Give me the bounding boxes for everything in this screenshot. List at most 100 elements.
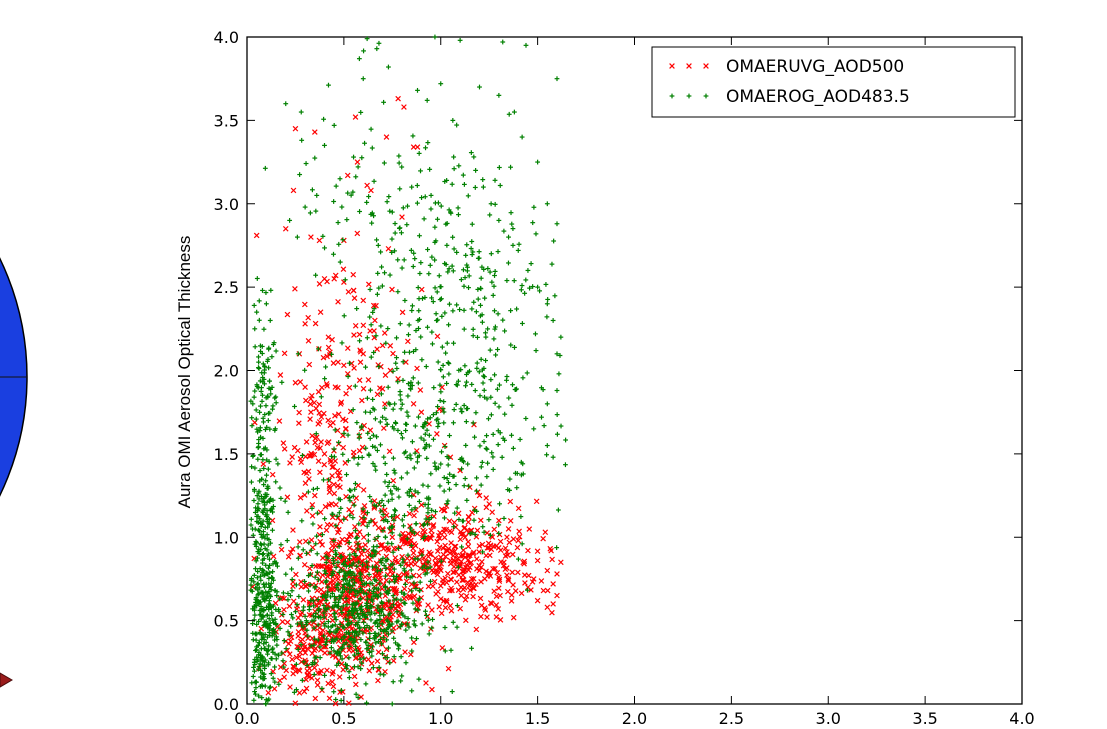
data-point xyxy=(353,681,359,688)
data-point-stroke xyxy=(403,359,409,365)
data-point xyxy=(434,431,440,437)
data-point xyxy=(502,545,509,551)
data-point-stroke xyxy=(353,681,359,688)
data-point-stroke xyxy=(281,595,288,602)
data-point-stroke xyxy=(310,619,317,626)
data-point xyxy=(308,537,315,543)
arrow-marker-icon xyxy=(0,672,13,688)
data-point-stroke xyxy=(406,593,413,599)
data-point xyxy=(298,584,305,590)
data-point-stroke xyxy=(344,606,351,613)
data-point-stroke xyxy=(346,647,352,653)
data-point-stroke xyxy=(479,558,485,565)
data-point-stroke xyxy=(357,582,364,589)
data-point-stroke xyxy=(360,297,367,304)
data-point-stroke xyxy=(278,546,285,553)
data-point-stroke xyxy=(324,573,331,580)
data-point-stroke xyxy=(351,547,357,554)
data-point-stroke xyxy=(314,677,321,684)
data-point xyxy=(297,621,304,628)
data-point-stroke xyxy=(426,421,432,427)
data-point xyxy=(290,579,296,585)
data-point-stroke xyxy=(429,607,435,613)
data-point xyxy=(314,677,321,684)
data-point-stroke xyxy=(473,626,480,633)
data-point-stroke xyxy=(451,548,458,555)
data-point xyxy=(389,534,396,541)
data-point xyxy=(534,557,541,564)
data-point-stroke xyxy=(381,507,388,514)
data-point-stroke xyxy=(505,576,512,582)
data-point xyxy=(550,601,556,607)
data-point-stroke xyxy=(328,522,334,528)
data-point-stroke xyxy=(314,587,321,594)
data-point-stroke xyxy=(407,651,414,658)
data-point xyxy=(505,526,512,532)
data-point-stroke xyxy=(505,526,512,532)
data-point xyxy=(505,576,512,582)
data-point-stroke xyxy=(338,661,345,667)
data-point-stroke xyxy=(466,484,473,491)
data-point-stroke xyxy=(515,537,522,544)
data-point xyxy=(292,125,299,132)
data-point-stroke xyxy=(372,317,378,324)
data-point xyxy=(533,498,540,505)
data-point xyxy=(470,593,476,600)
data-point xyxy=(309,513,316,519)
data-point xyxy=(474,527,481,534)
data-point xyxy=(540,587,547,594)
data-point xyxy=(476,492,483,499)
data-point-stroke xyxy=(343,560,350,567)
data-point-stroke xyxy=(381,605,388,612)
data-point-stroke xyxy=(308,409,314,416)
data-point-stroke xyxy=(530,576,537,582)
data-point-stroke xyxy=(405,562,412,569)
data-point-stroke xyxy=(382,632,389,638)
data-point xyxy=(323,527,330,534)
data-point-stroke xyxy=(496,578,503,585)
data-point xyxy=(325,334,332,340)
data-point xyxy=(357,582,364,589)
data-point xyxy=(354,159,361,165)
data-point xyxy=(414,144,421,150)
data-point xyxy=(308,409,314,416)
data-point-stroke xyxy=(368,641,374,648)
data-point-stroke xyxy=(509,551,516,558)
data-point xyxy=(379,342,386,349)
data-point-stroke xyxy=(476,543,483,549)
data-point-stroke xyxy=(301,561,308,568)
data-point-stroke xyxy=(349,593,356,599)
data-point xyxy=(361,534,367,541)
data-point-stroke xyxy=(518,590,525,597)
data-point xyxy=(287,549,294,556)
data-point-stroke xyxy=(317,309,324,315)
data-point xyxy=(395,376,401,382)
data-point-stroke xyxy=(416,572,423,579)
data-point-stroke xyxy=(293,571,299,578)
data-point xyxy=(554,592,560,599)
data-point xyxy=(317,309,324,315)
data-point xyxy=(351,547,357,554)
data-point-stroke xyxy=(337,644,343,651)
data-point-stroke xyxy=(317,629,324,636)
data-point xyxy=(403,359,409,365)
data-point xyxy=(382,632,389,638)
data-point-stroke xyxy=(438,610,445,617)
data-point-stroke xyxy=(368,187,374,194)
data-point-stroke xyxy=(544,604,551,611)
data-point-stroke xyxy=(372,521,378,527)
data-point-stroke xyxy=(451,543,458,550)
data-point-stroke xyxy=(373,560,380,567)
data-point-stroke xyxy=(270,553,277,560)
data-point xyxy=(368,187,374,194)
data-point-stroke xyxy=(347,623,354,629)
data-point-stroke xyxy=(418,409,425,416)
data-point-stroke xyxy=(470,593,476,600)
data-point-stroke xyxy=(317,509,324,516)
data-point-stroke xyxy=(505,577,512,584)
data-point xyxy=(479,558,485,565)
data-point xyxy=(326,565,333,571)
data-point-stroke xyxy=(368,660,375,667)
data-point xyxy=(550,581,556,587)
data-point-stroke xyxy=(331,275,338,282)
